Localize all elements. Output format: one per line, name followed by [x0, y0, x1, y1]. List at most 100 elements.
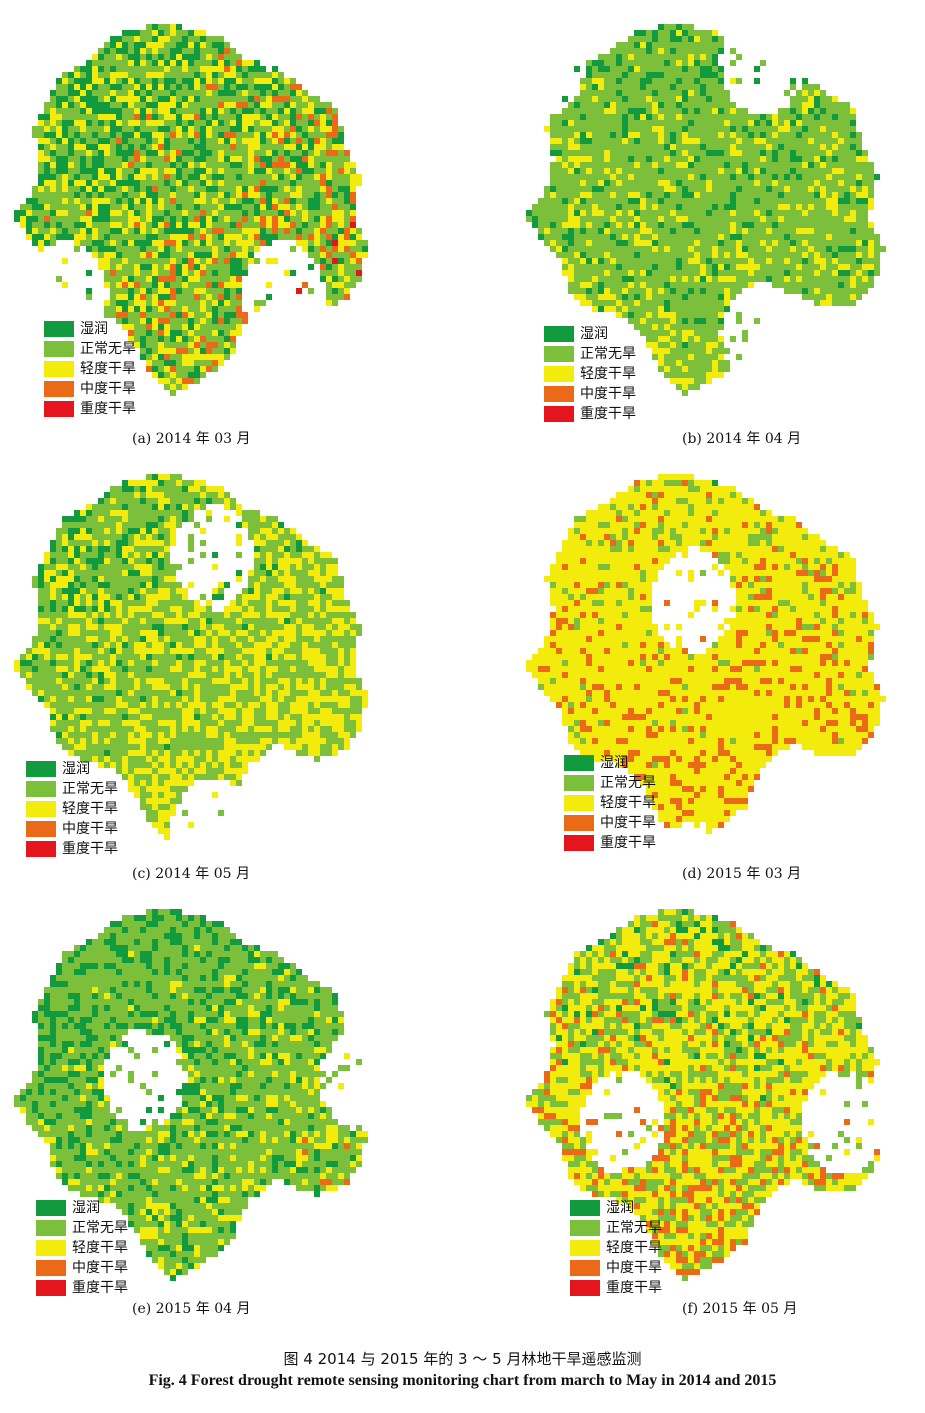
map-cell: [104, 300, 110, 306]
map-cell: [568, 150, 574, 156]
map-cell: [134, 78, 140, 84]
map-cell: [586, 294, 592, 300]
map-cell: [140, 36, 146, 42]
map-cell: [98, 534, 104, 540]
map-cell: [688, 366, 694, 372]
map-cell: [814, 276, 820, 282]
map-cell: [218, 360, 224, 366]
map-cell: [724, 210, 730, 216]
map-cell: [700, 246, 706, 252]
map-cell: [248, 150, 254, 156]
map-cell: [616, 150, 622, 156]
map-cell: [176, 108, 182, 114]
map-cell: [616, 276, 622, 282]
map-cell: [344, 294, 350, 300]
map-cell: [128, 522, 134, 528]
map-cell: [164, 96, 170, 102]
map-cell: [586, 66, 592, 72]
map-cell: [628, 246, 634, 252]
map-cell: [278, 222, 284, 228]
map-cell: [694, 66, 700, 72]
map-cell: [140, 252, 146, 258]
map-cell: [658, 78, 664, 84]
map-cell: [110, 54, 116, 60]
map-cell: [146, 324, 152, 330]
map-cell: [146, 294, 152, 300]
map-cell: [694, 42, 700, 48]
map-cell: [218, 306, 224, 312]
map-cell: [146, 312, 152, 318]
map-cell: [236, 252, 242, 258]
map-cell: [850, 144, 856, 150]
map-cell: [242, 72, 248, 78]
map-cell: [278, 84, 284, 90]
map-cell: [658, 96, 664, 102]
map-cell: [802, 156, 808, 162]
map-cell: [98, 96, 104, 102]
map-cell: [56, 216, 62, 222]
map-cell: [284, 120, 290, 126]
map-cell: [188, 144, 194, 150]
map-cell: [128, 120, 134, 126]
map-cell: [664, 336, 670, 342]
map-cell: [212, 102, 218, 108]
map-cell: [814, 270, 820, 276]
map-cell: [164, 150, 170, 156]
map-cell: [254, 60, 260, 66]
map-cell: [748, 252, 754, 258]
map-cell: [760, 132, 766, 138]
map-cell: [604, 144, 610, 150]
map-cell: [664, 126, 670, 132]
map-cell: [92, 198, 98, 204]
map-cell: [188, 216, 194, 222]
map-cell: [850, 150, 856, 156]
map-cell: [74, 120, 80, 126]
map-cell: [140, 546, 146, 552]
map-cell: [122, 522, 128, 528]
map-cell: [188, 534, 194, 540]
map-cell: [158, 264, 164, 270]
map-cell: [694, 330, 700, 336]
map-cell: [224, 234, 230, 240]
map-cell: [580, 204, 586, 210]
map-cell: [128, 66, 134, 72]
map-cell: [688, 360, 694, 366]
map-cell: [628, 72, 634, 78]
map-cell: [32, 576, 38, 582]
map-cell: [176, 216, 182, 222]
map-cell: [652, 186, 658, 192]
map-cell: [146, 66, 152, 72]
map-cell: [754, 216, 760, 222]
map-cell: [50, 540, 56, 546]
map-cell: [616, 210, 622, 216]
map-cell: [712, 300, 718, 306]
map-cell: [604, 294, 610, 300]
map-cell: [122, 264, 128, 270]
map-cell: [56, 144, 62, 150]
map-cell: [164, 276, 170, 282]
map-cell: [242, 312, 248, 318]
map-cell: [862, 282, 868, 288]
map-cell: [290, 528, 296, 534]
map-cell: [260, 570, 266, 576]
map-cell: [796, 198, 802, 204]
map-cell: [56, 234, 62, 240]
map-cell: [682, 60, 688, 66]
map-cell: [104, 186, 110, 192]
map-cell: [236, 222, 242, 228]
map-cell: [230, 186, 236, 192]
map-cell: [104, 540, 110, 546]
map-cell: [194, 252, 200, 258]
map-cell: [212, 54, 218, 60]
map-cell: [74, 198, 80, 204]
map-cell: [62, 522, 68, 528]
map-cell: [56, 576, 62, 582]
map-cell: [134, 504, 140, 510]
map-cell: [320, 174, 326, 180]
map-cell: [122, 30, 128, 36]
map-cell: [838, 228, 844, 234]
map-cell: [110, 150, 116, 156]
map-cell: [224, 42, 230, 48]
map-cell: [80, 546, 86, 552]
map-cell: [796, 168, 802, 174]
